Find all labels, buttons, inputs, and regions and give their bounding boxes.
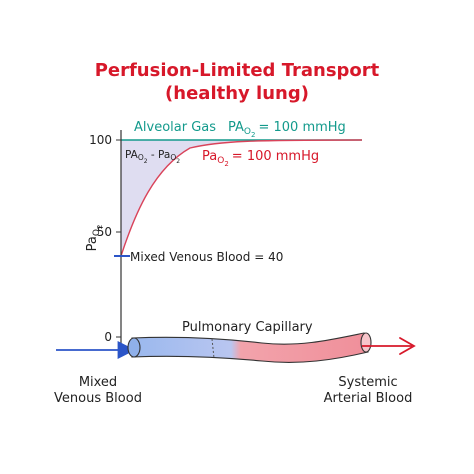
venous-label: Mixed Venous Blood = 40 (130, 250, 283, 264)
alveolar-gas-label: Alveolar Gas (134, 120, 216, 135)
mixed-venous-label-line2: Venous Blood (54, 391, 142, 406)
systemic-arterial-label-line2: Arterial Blood (324, 391, 413, 406)
pao2-curve (120, 139, 363, 257)
arterial-outflow-arrowhead (399, 337, 416, 355)
tick-label-50: 50 (97, 225, 112, 239)
vessel-left-opening (127, 337, 141, 358)
systemic-arterial-label-line1: Systemic (338, 375, 397, 390)
title-line-1: Perfusion-Limited Transport (94, 60, 380, 81)
tick-label-100: 100 (89, 133, 112, 147)
tick-label-0: 0 (104, 330, 112, 344)
title-line-2: (healthy lung) (165, 83, 309, 104)
vessel-divider (211, 338, 215, 359)
gradient-shaded-area (121, 140, 260, 256)
arterial-pressure-label: PaO2 = 100 mmHg (202, 149, 319, 168)
mixed-venous-label-line1: Mixed (79, 375, 117, 390)
vessel-right-opening (360, 332, 372, 353)
alveolar-pressure-label: PAO2 = 100 mmHg (228, 120, 346, 139)
y-axis-label: PaO2 (85, 225, 104, 252)
gradient-label: PAO2 - PaO2 (125, 149, 180, 165)
pulmonary-capillary-label: Pulmonary Capillary (182, 320, 313, 335)
capillary-vessel (131, 332, 369, 363)
